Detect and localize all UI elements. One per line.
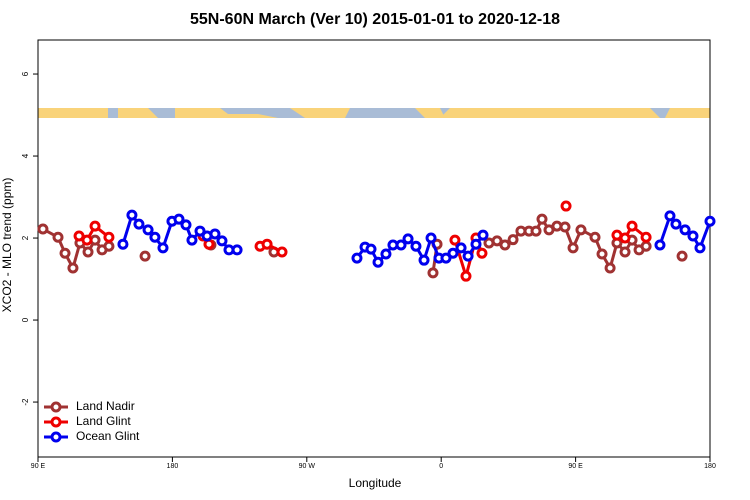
legend-marker <box>50 401 62 413</box>
data-point <box>567 242 579 254</box>
y-tick-label: -2 <box>21 398 30 406</box>
land-strip <box>38 108 710 118</box>
data-point <box>209 228 221 240</box>
data-point <box>530 225 542 237</box>
data-point <box>103 231 115 243</box>
data-point <box>440 252 452 264</box>
y-axis-label: XCO2 - MLO trend (ppm) <box>0 178 14 313</box>
data-point <box>149 231 161 243</box>
data-point <box>470 238 482 250</box>
y-tick-label: 0 <box>21 317 30 322</box>
data-point <box>365 243 377 255</box>
y-tick-label: 6 <box>21 71 30 76</box>
data-point <box>560 200 572 212</box>
data-point <box>626 220 638 232</box>
data-point <box>194 225 206 237</box>
data-point <box>476 247 488 259</box>
data-point <box>604 262 616 274</box>
data-point <box>73 230 85 242</box>
data-point <box>216 235 228 247</box>
legend-label: Land Glint <box>76 414 131 428</box>
data-point <box>186 234 198 246</box>
data-point <box>694 242 706 254</box>
data-point <box>351 252 363 264</box>
data-point <box>670 218 682 230</box>
legend-marker <box>50 431 62 443</box>
data-point <box>687 230 699 242</box>
data-point <box>126 209 138 221</box>
data-point <box>133 218 145 230</box>
chart-title: 55N-60N March (Ver 10) 2015-01-01 to 202… <box>190 11 560 28</box>
legend-label: Ocean Glint <box>76 429 140 443</box>
data-point <box>380 248 392 260</box>
data-point <box>640 231 652 243</box>
x-tick-label: 180 <box>167 463 179 470</box>
data-point <box>462 250 474 262</box>
data-point <box>676 250 688 262</box>
data-point <box>52 231 64 243</box>
data-point <box>67 262 79 274</box>
data-point <box>664 210 676 222</box>
data-point <box>559 221 571 233</box>
data-point <box>491 235 503 247</box>
data-point <box>117 238 129 250</box>
data-point <box>410 240 422 252</box>
data-point <box>173 213 185 225</box>
data-point <box>82 246 94 258</box>
data-point <box>679 224 691 236</box>
data-point <box>103 240 115 252</box>
data-point <box>447 247 459 259</box>
data-point <box>139 250 151 262</box>
x-tick-label: 90 E <box>31 463 46 470</box>
data-point <box>180 219 192 231</box>
data-point <box>37 223 49 235</box>
data-point <box>425 232 437 244</box>
data-point <box>372 256 384 268</box>
y-tick-label: 2 <box>21 235 30 240</box>
data-point <box>536 213 548 225</box>
data-point <box>142 224 154 236</box>
x-axis-label: Longitude <box>349 476 402 490</box>
data-point <box>596 248 608 260</box>
x-tick-label: 0 <box>439 463 443 470</box>
data-point <box>89 220 101 232</box>
data-point <box>402 233 414 245</box>
legend-marker <box>50 416 62 428</box>
x-tick-label: 90 W <box>299 463 316 470</box>
data-point <box>477 229 489 241</box>
data-point <box>59 247 71 259</box>
y-tick-label: 4 <box>21 153 30 158</box>
data-point <box>619 232 631 244</box>
legend-label: Land Nadir <box>76 399 135 413</box>
data-point <box>589 231 601 243</box>
data-point <box>619 246 631 258</box>
data-point <box>276 246 288 258</box>
data-point <box>499 239 511 251</box>
x-tick-label: 90 E <box>568 463 583 470</box>
x-tick-label: 180 <box>704 463 716 470</box>
data-point <box>460 270 472 282</box>
data-point <box>455 242 467 254</box>
data-point <box>157 242 169 254</box>
data-point <box>575 224 587 236</box>
data-point <box>427 267 439 279</box>
data-point <box>704 215 716 227</box>
data-point <box>640 240 652 252</box>
land-ocean-strip <box>38 108 710 118</box>
data-point <box>81 234 93 246</box>
data-point <box>507 234 519 246</box>
data-point <box>261 238 273 250</box>
data-point <box>231 244 243 256</box>
data-point <box>395 239 407 251</box>
data-point <box>654 239 666 251</box>
data-point <box>418 254 430 266</box>
ocean-strip <box>38 108 710 118</box>
plot-frame <box>37 39 711 458</box>
data-point <box>449 234 461 246</box>
